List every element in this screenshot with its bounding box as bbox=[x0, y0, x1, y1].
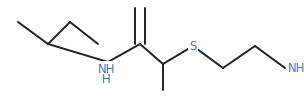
Text: H: H bbox=[102, 73, 111, 86]
Text: NH: NH bbox=[98, 63, 115, 76]
Text: S: S bbox=[189, 40, 197, 53]
Text: NH₂: NH₂ bbox=[288, 61, 304, 74]
Text: S: S bbox=[189, 40, 197, 53]
Text: O: O bbox=[135, 0, 145, 2]
Text: NH: NH bbox=[97, 63, 116, 76]
